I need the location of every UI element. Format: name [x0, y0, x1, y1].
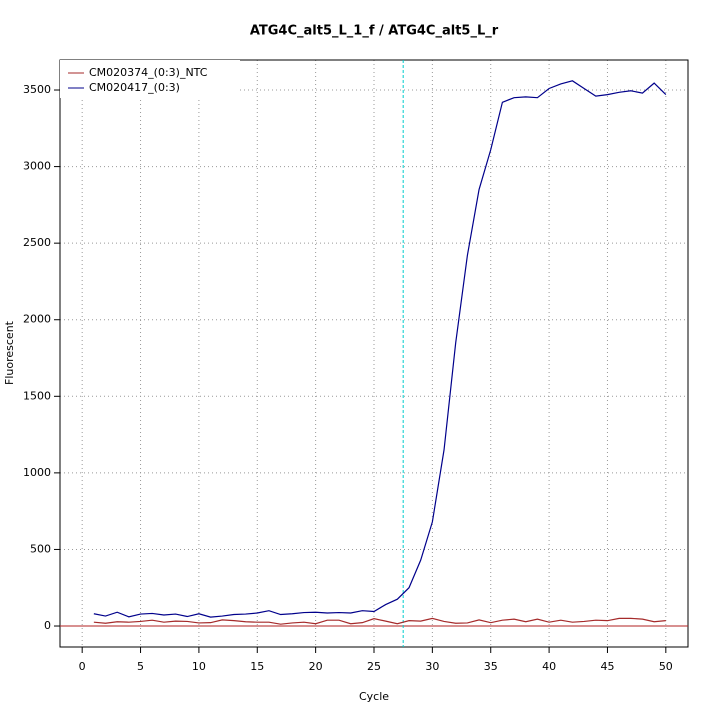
x-tick-label: 30	[425, 660, 439, 673]
y-tick-label: 1500	[23, 389, 51, 402]
legend-label: CM020374_(0:3)_NTC	[89, 66, 208, 79]
x-tick-label: 15	[250, 660, 264, 673]
x-tick-label: 35	[484, 660, 498, 673]
x-tick-label: 25	[367, 660, 381, 673]
y-axis-label: Fluorescent	[3, 320, 16, 385]
x-tick-label: 45	[600, 660, 614, 673]
x-tick-label: 50	[659, 660, 673, 673]
y-tick-label: 2500	[23, 236, 51, 249]
x-axis-label: Cycle	[359, 690, 389, 703]
y-tick-label: 500	[30, 542, 51, 555]
y-tick-label: 0	[44, 619, 51, 632]
x-tick-label: 5	[137, 660, 144, 673]
y-tick-label: 3000	[23, 160, 51, 173]
x-tick-label: 40	[542, 660, 556, 673]
y-tick-label: 2000	[23, 313, 51, 326]
y-tick-label: 1000	[23, 466, 51, 479]
x-tick-label: 20	[309, 660, 323, 673]
legend-box	[60, 60, 240, 98]
x-tick-label: 0	[79, 660, 86, 673]
plot-frame	[59, 59, 689, 648]
x-tick-label: 10	[192, 660, 206, 673]
y-tick-label: 3500	[23, 83, 51, 96]
chart-title: ATG4C_alt5_L_1_f / ATG4C_alt5_L_r	[250, 24, 499, 39]
series-line	[93, 617, 666, 625]
legend-label: CM020417_(0:3)	[89, 81, 180, 94]
series-line	[93, 80, 667, 618]
